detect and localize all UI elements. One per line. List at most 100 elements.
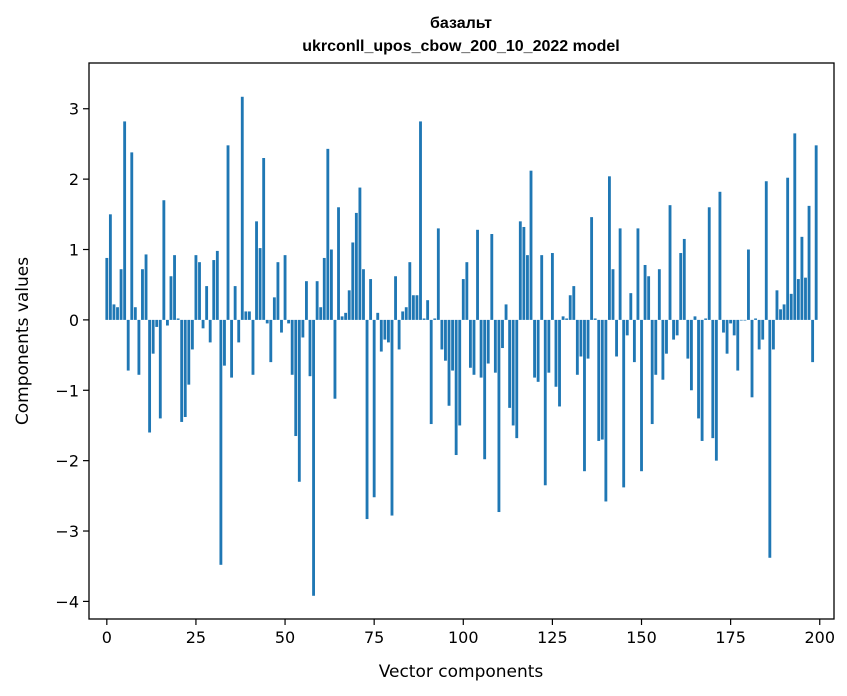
x-tick-label: 50 (275, 628, 295, 647)
bar (272, 297, 276, 320)
y-axis-label: Components values (13, 257, 33, 425)
bar (251, 319, 255, 375)
bar (757, 319, 761, 350)
bar (526, 255, 529, 320)
bar (529, 170, 533, 320)
bar (547, 319, 551, 373)
bar (515, 319, 519, 439)
bar (561, 316, 565, 320)
bar (194, 255, 198, 320)
bar (732, 319, 736, 336)
plot-frame (88, 62, 835, 620)
bar (796, 279, 800, 320)
bar (814, 145, 818, 320)
bar (280, 319, 283, 333)
bar (212, 260, 216, 320)
y-tick-label: 0 (69, 311, 79, 330)
bar (483, 319, 487, 460)
bar (322, 257, 326, 320)
bar (119, 269, 123, 320)
bar (615, 319, 618, 357)
x-tick-label: 25 (186, 628, 206, 647)
bar (575, 319, 579, 375)
bar (493, 319, 497, 373)
bar (401, 311, 405, 320)
bar (276, 262, 280, 320)
bar (590, 217, 594, 320)
bar (116, 307, 119, 320)
bar (714, 319, 718, 461)
bar (451, 319, 455, 371)
bar (550, 253, 554, 320)
bar (265, 319, 269, 324)
bar (458, 319, 462, 426)
bar (190, 319, 194, 350)
bar (283, 255, 287, 320)
bar (679, 253, 683, 320)
bar (764, 181, 768, 320)
bar (697, 319, 700, 419)
bar (650, 319, 654, 425)
bar (365, 319, 369, 520)
bar (536, 319, 540, 382)
bar (141, 269, 144, 320)
x-tick-label: 100 (448, 628, 479, 647)
bar (183, 319, 187, 418)
bar (675, 319, 679, 336)
bar (789, 293, 793, 320)
bar (586, 319, 590, 359)
bar (468, 319, 472, 368)
y-tick-label: 3 (69, 100, 79, 119)
bar (775, 290, 779, 320)
bar (568, 295, 572, 320)
bar (600, 319, 604, 440)
bar (583, 319, 586, 472)
bar (629, 293, 633, 320)
bar (486, 319, 490, 364)
bar (255, 221, 258, 320)
x-tick-label: 200 (804, 628, 835, 647)
bar (754, 318, 757, 320)
bar (180, 319, 184, 422)
x-tick-label: 125 (537, 628, 568, 647)
bar (397, 319, 401, 350)
bar (518, 221, 522, 320)
bar (258, 248, 262, 320)
bar (647, 276, 651, 320)
chart-title: базальт (430, 15, 492, 32)
bar (622, 319, 626, 488)
bar (130, 152, 134, 320)
bar (625, 319, 629, 336)
bar (711, 319, 715, 439)
bar (383, 319, 387, 340)
bar (608, 176, 611, 320)
bar (533, 319, 536, 378)
bar (497, 319, 501, 513)
bar (262, 158, 266, 320)
bar (422, 318, 426, 320)
bar (804, 277, 807, 320)
bar (230, 319, 234, 378)
bar (565, 318, 569, 320)
bar (208, 319, 212, 343)
bar (632, 319, 636, 363)
bar (312, 319, 315, 596)
bar (158, 319, 162, 419)
bar (604, 319, 608, 502)
x-tick-label: 150 (626, 628, 657, 647)
bar (807, 205, 811, 320)
bar (333, 319, 337, 399)
bar (294, 319, 298, 437)
bar (501, 319, 504, 349)
bar (219, 319, 223, 565)
bar (668, 205, 672, 320)
bar (750, 319, 754, 398)
bar (707, 207, 711, 320)
bar (290, 319, 294, 375)
bar (215, 250, 219, 320)
bar (479, 319, 483, 378)
bar (543, 319, 547, 486)
bar (301, 319, 305, 338)
bar (226, 145, 230, 320)
bar (771, 319, 775, 350)
